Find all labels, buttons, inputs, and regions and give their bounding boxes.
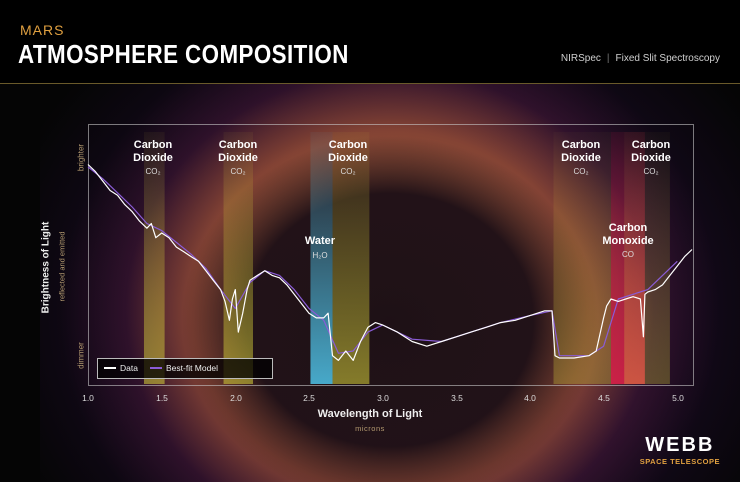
legend-swatch-model: [150, 367, 162, 369]
plot-frame: [88, 124, 694, 386]
band-label-co2-5: Carbon Dioxide: [631, 139, 671, 164]
band-label-co2-1: Carbon Dioxide: [133, 139, 173, 164]
y-axis-sublabel: reflected and emitted: [57, 231, 67, 302]
y-top-label: brighter: [76, 143, 86, 172]
x-tick: 4.0: [524, 393, 536, 403]
band-formula-co2-3: CO₂: [340, 167, 356, 176]
webb-logo: WEBB SPACE TELESCOPE: [640, 434, 720, 466]
brand-name: WEBB: [645, 434, 715, 456]
chart-legend: Data Best-fit Model: [97, 358, 273, 379]
absorption-band-2: [310, 132, 333, 384]
band-formula-co2-5: CO₂: [643, 167, 659, 176]
spectrum-lines: [87, 164, 693, 361]
legend-swatch-data: [104, 367, 116, 369]
y-axis-label: Brightness of Light: [40, 221, 52, 314]
band-formula-co2-4: CO₂: [573, 167, 589, 176]
band-formula-h2o: H₂O: [312, 251, 328, 260]
absorption-bands: [143, 132, 670, 384]
instrument-name: NIRSpec: [560, 53, 601, 64]
x-tick: 3.0: [377, 393, 389, 403]
legend-label-model: Best-fit Model: [166, 363, 218, 373]
header: MARS ATMOSPHERE COMPOSITION NIRSpec | Fixe…: [0, 0, 740, 84]
x-axis-label: Wavelength of Light: [317, 408, 423, 420]
instrument-mode: Fixed Slit Spectroscopy: [615, 53, 721, 64]
model-series-line: [87, 166, 678, 357]
absorption-band-1: [223, 132, 253, 384]
band-label-h2o: Water: [304, 235, 336, 247]
legend-label-data: Data: [120, 363, 138, 373]
band-formula-co2-1: CO₂: [145, 167, 161, 176]
subtitle: MARS: [20, 22, 65, 38]
legend-item-model: Best-fit Model: [150, 363, 218, 373]
data-series-line: [87, 164, 693, 361]
instrument-label: NIRSpec | Fixed Slit Spectroscopy: [560, 53, 721, 64]
x-tick: 2.5: [303, 393, 315, 403]
x-tick: 2.0: [230, 393, 242, 403]
x-tick: 4.5: [598, 393, 610, 403]
band-label-co2-2: Carbon Dioxide: [218, 139, 258, 164]
x-tick: 1.0: [82, 393, 94, 403]
brand-tagline: SPACE TELESCOPE: [639, 457, 720, 466]
y-bottom-label: dimmer: [76, 342, 86, 369]
absorption-band-0: [143, 132, 165, 384]
band-label-co2-3: Carbon Dioxide: [328, 139, 368, 164]
page-title: ATMOSPHERE COMPOSITION: [18, 39, 349, 69]
x-tick: 5.0: [672, 393, 684, 403]
x-tick: 3.5: [451, 393, 463, 403]
band-formula-co2-2: CO₂: [230, 167, 246, 176]
absorption-band-3: [332, 132, 370, 384]
absorption-band-4: [553, 132, 611, 384]
x-axis-units: microns: [355, 424, 385, 433]
band-label-co2-4: Carbon Dioxide: [561, 139, 601, 164]
absorption-band-6: [624, 132, 670, 384]
legend-item-data: Data: [104, 363, 138, 373]
band-formula-co: CO: [622, 250, 634, 259]
band-label-co: Carbon Monoxide: [602, 222, 654, 247]
x-tick: 1.5: [156, 393, 168, 403]
